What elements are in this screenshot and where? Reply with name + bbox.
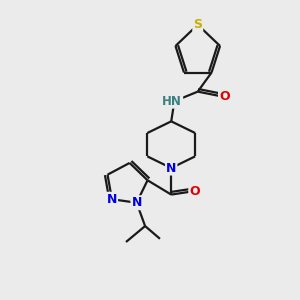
- Text: O: O: [189, 185, 200, 198]
- Text: N: N: [107, 193, 117, 206]
- Text: O: O: [219, 90, 230, 104]
- Text: N: N: [131, 196, 142, 209]
- Text: HN: HN: [162, 95, 182, 108]
- Text: S: S: [193, 18, 202, 31]
- Text: N: N: [166, 161, 176, 175]
